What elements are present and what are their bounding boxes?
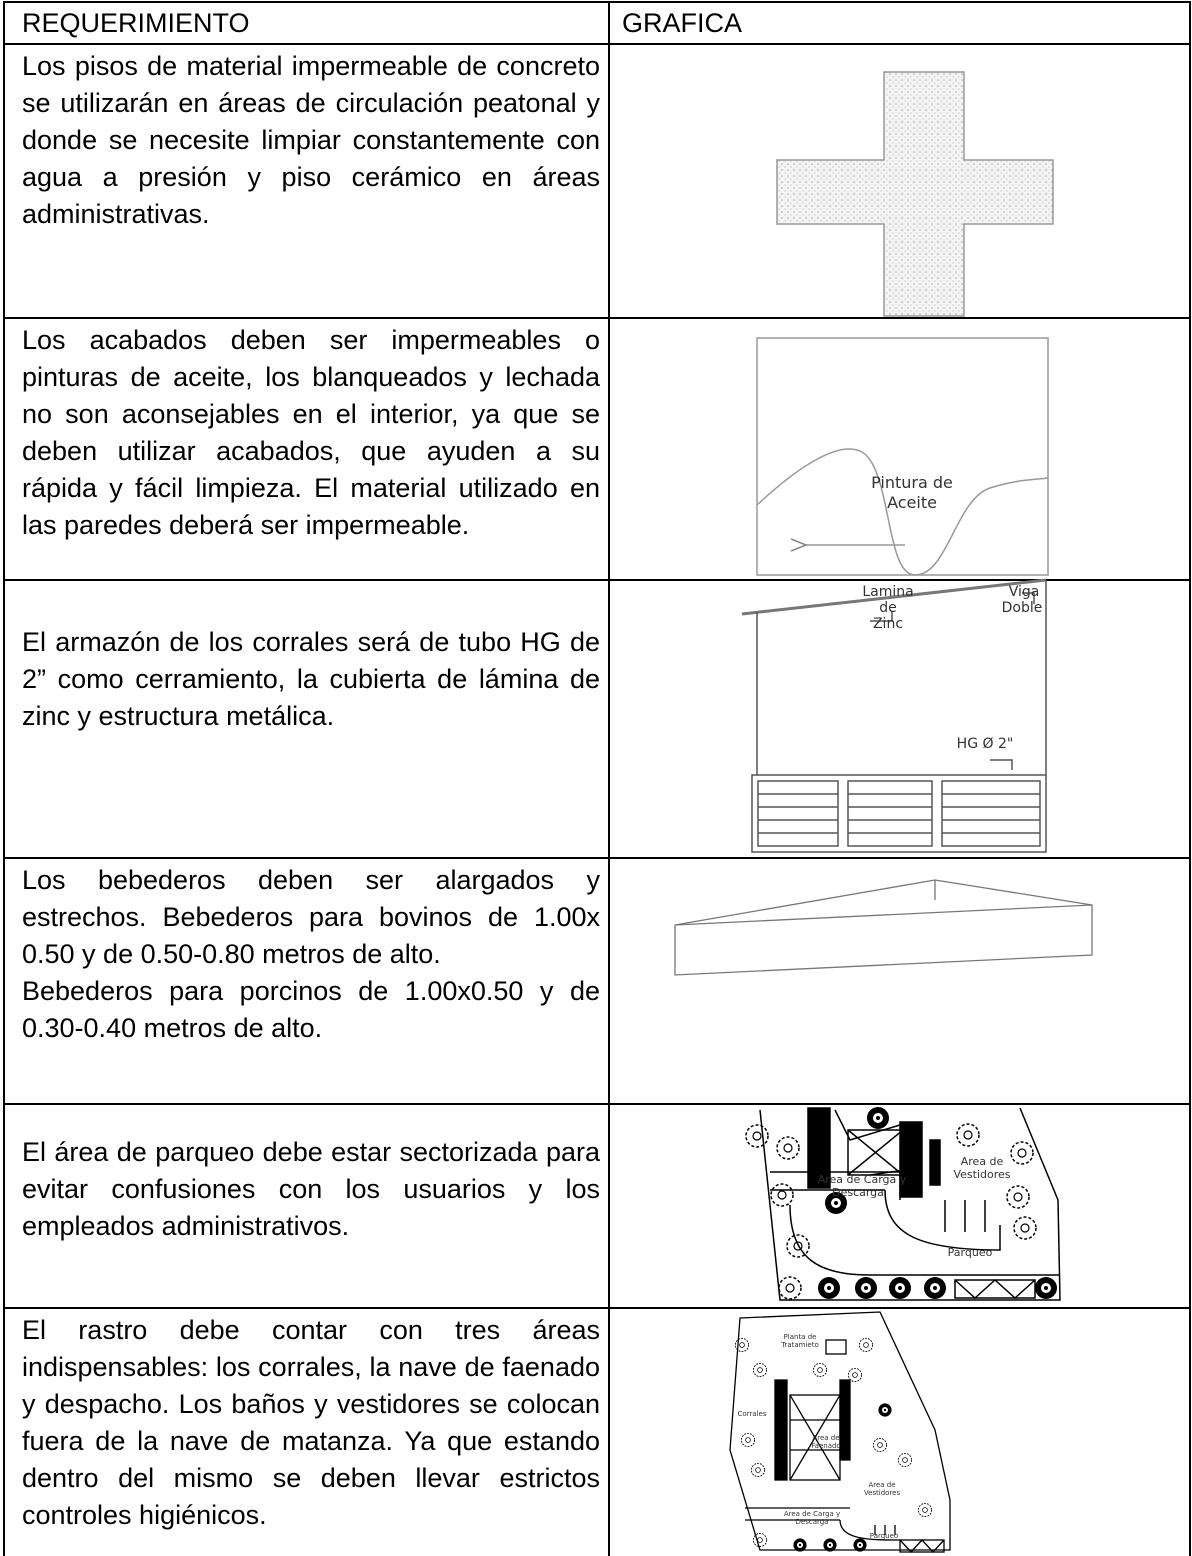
corral-drawing: [741, 578, 1047, 853]
tree: [770, 1183, 794, 1207]
tree: [823, 1538, 837, 1552]
tree: [897, 1452, 913, 1468]
graphic-label: Parqueo: [948, 1246, 993, 1259]
graphic-label: Pintura de Aceite: [871, 473, 953, 512]
tree: [1006, 1185, 1030, 1209]
requirement-cell: El rastro debe contar con tres áreas ind…: [22, 1312, 600, 1534]
graphic-label: Planta de Tratamieto: [780, 1333, 819, 1349]
tree: [752, 1532, 768, 1548]
requirement-cell: Los pisos de material impermeable de con…: [22, 48, 600, 233]
paint-drawing: [756, 337, 1049, 576]
label-line: de: [879, 600, 897, 616]
tree: [745, 1124, 769, 1148]
site-plan: [729, 1311, 951, 1553]
graphic-label: Viga Doble: [1002, 584, 1043, 616]
label-line: Area de: [868, 1481, 895, 1489]
requirement-text: Los pisos de material impermeable de con…: [22, 51, 600, 229]
label-line: Doble: [1002, 600, 1043, 616]
requirement-text: El área de parqueo debe estar sectorizad…: [22, 1137, 600, 1241]
graphic-label: Parqueo: [870, 1532, 898, 1540]
trough-drawing: [674, 879, 1093, 976]
tree: [750, 1462, 766, 1478]
requirement-cell: El área de parqueo debe estar sectorizad…: [22, 1134, 600, 1245]
tree: [1013, 1216, 1037, 1240]
requirement-text: El armazón de los corrales será de tubo …: [22, 627, 600, 731]
tree: [889, 1277, 911, 1299]
label-line: Aceite: [887, 493, 937, 512]
tree: [778, 1276, 802, 1300]
requirement-cell: Los bebederos deben ser alargados y estr…: [22, 862, 600, 1047]
tree: [776, 1136, 800, 1160]
label-line: Vestidores: [953, 1168, 1010, 1181]
table-grid: [3, 1, 1191, 1556]
graphic-label: HG Ø 2": [957, 736, 1014, 752]
tree: [956, 1123, 980, 1147]
label-line: Planta de: [784, 1333, 817, 1341]
label-line: Tratamieto: [780, 1341, 819, 1349]
label-line: Pintura de: [871, 473, 953, 492]
column-header: GRAFICA: [622, 8, 743, 38]
label-line: Viga: [1009, 584, 1040, 600]
graphic-label: Area de Vestidores: [864, 1481, 901, 1497]
tree: [924, 1277, 946, 1299]
tree: [872, 1437, 888, 1453]
label-line: Lamina: [862, 584, 913, 600]
label-line: Descarga: [832, 1186, 884, 1199]
tree: [818, 1277, 840, 1299]
requirement-cell: El armazón de los corrales será de tubo …: [22, 624, 600, 735]
graphic-label: Area de Faenado: [811, 1434, 840, 1450]
column-header: REQUERIMIENTO: [22, 8, 250, 38]
tree: [793, 1538, 807, 1552]
graphic-label: Area de Carga y Descarga: [818, 1173, 907, 1199]
tree: [855, 1277, 877, 1299]
parking-plan: [759, 1107, 1061, 1301]
tree: [740, 1432, 756, 1448]
graphic-label: Area de Carga y Descarga: [784, 1510, 840, 1526]
graphic-label: Lamina de Zinc: [862, 584, 913, 632]
requirement-cell: Los acabados deben ser impermeables o pi…: [22, 322, 600, 544]
label-line: Descarga: [796, 1518, 829, 1526]
requirement-text: El rastro debe contar con tres áreas ind…: [22, 1315, 600, 1530]
graphic-label: Area de Vestidores: [953, 1155, 1010, 1181]
label-line: Area de: [812, 1434, 839, 1442]
tree: [858, 1337, 874, 1353]
label-line: Vestidores: [864, 1489, 901, 1497]
label-line: Area de Carga y: [818, 1173, 907, 1186]
label-line: Zinc: [873, 616, 903, 632]
tree: [752, 1362, 768, 1378]
tree: [878, 1403, 892, 1417]
tree: [867, 1107, 889, 1129]
requirement-text: Los acabados deben ser impermeables o pi…: [22, 325, 600, 540]
label-line: Area de Carga y: [784, 1510, 840, 1518]
floor-drawing: [776, 71, 1054, 317]
label-line: Faenado: [811, 1442, 840, 1450]
label-line: Area de: [961, 1155, 1004, 1168]
tree: [1035, 1277, 1057, 1299]
requirement-text: Bebederos para porcinos de 1.00x0.50 y d…: [22, 976, 600, 1043]
requirement-text: Los bebederos deben ser alargados y estr…: [22, 865, 600, 969]
tree: [853, 1538, 867, 1552]
tree: [812, 1362, 828, 1378]
tree: [1010, 1141, 1034, 1165]
tree: [847, 1367, 863, 1383]
graphic-label: Corrales: [738, 1410, 767, 1418]
tree: [917, 1502, 933, 1518]
